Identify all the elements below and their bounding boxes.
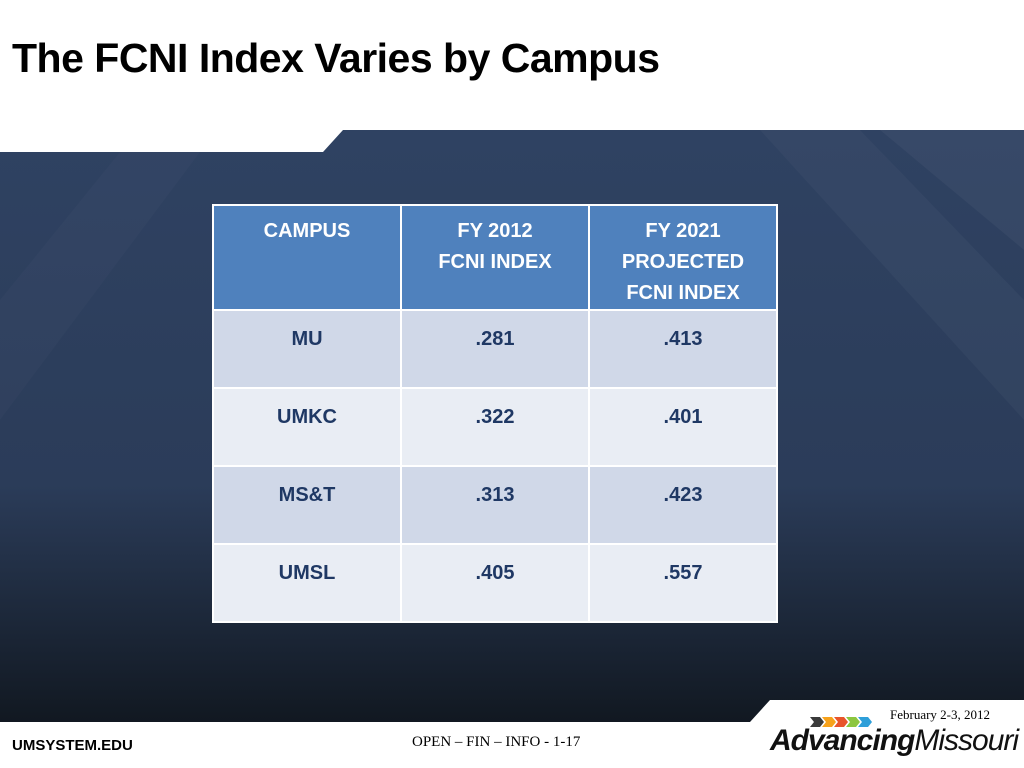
- header-fy2021: FY 2021 PROJECTED FCNI INDEX: [588, 204, 778, 311]
- slide-title: The FCNI Index Varies by Campus: [12, 35, 660, 81]
- table-header-row: CAMPUS FY 2012 FCNI INDEX FY 2021 PROJEC…: [212, 204, 778, 311]
- cell-campus: UMKC: [212, 387, 402, 467]
- cell-campus: MS&T: [212, 465, 402, 545]
- footer-date: February 2-3, 2012: [890, 707, 991, 722]
- logo-wordmark: AdvancingMissouri: [770, 724, 1019, 757]
- table-row: UMSL .405 .557: [212, 543, 778, 623]
- header-line: PROJECTED: [621, 251, 745, 273]
- logo-arrows-icon: [810, 717, 872, 727]
- logo-word-missouri: Missouri: [914, 724, 1019, 757]
- footer-website: UMSYSTEM.EDU: [12, 737, 133, 754]
- table-row: UMKC .322 .401: [212, 387, 778, 467]
- cell-fy2012: .405: [400, 543, 590, 623]
- advancing-missouri-logo: AdvancingMissouri: [770, 712, 1019, 762]
- logo-word-advancing: Advancing: [770, 724, 915, 757]
- header-line: FY 2021: [645, 220, 721, 242]
- header-fy2012: FY 2012 FCNI INDEX: [400, 204, 590, 311]
- header-line: CAMPUS: [263, 220, 351, 242]
- cell-fy2012: .313: [400, 465, 590, 545]
- table-row: MS&T .313 .423: [212, 465, 778, 545]
- header-line: FCNI INDEX: [626, 282, 740, 304]
- cell-fy2021: .401: [588, 387, 778, 467]
- cell-fy2021: .423: [588, 465, 778, 545]
- table-row: MU .281 .413: [212, 309, 778, 389]
- cell-fy2021: .557: [588, 543, 778, 623]
- cell-fy2021: .413: [588, 309, 778, 389]
- cell-fy2012: .281: [400, 309, 590, 389]
- cell-fy2012: .322: [400, 387, 590, 467]
- header-campus: CAMPUS: [212, 204, 402, 311]
- header-line: FY 2012: [457, 220, 533, 242]
- cell-campus: UMSL: [212, 543, 402, 623]
- header-line: FCNI INDEX: [438, 251, 552, 273]
- fcni-index-table: CAMPUS FY 2012 FCNI INDEX FY 2021 PROJEC…: [212, 204, 778, 623]
- cell-campus: MU: [212, 309, 402, 389]
- footer-slide-code: OPEN – FIN – INFO - 1-17: [412, 734, 581, 750]
